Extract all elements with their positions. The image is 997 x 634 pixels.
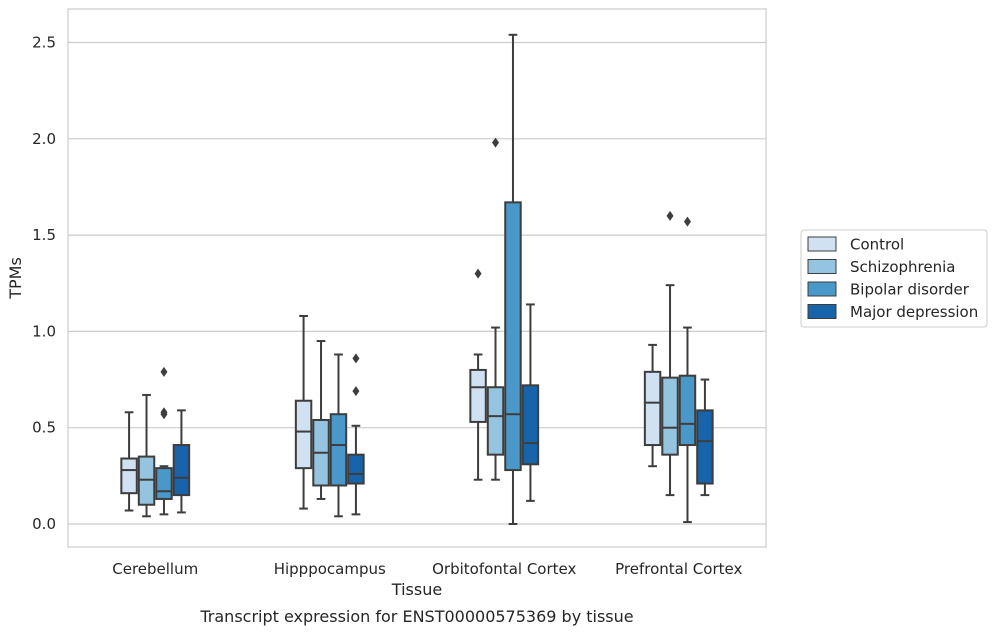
legend-label: Bipolar disorder	[850, 281, 970, 299]
box-group	[294, 314, 313, 510]
box-group	[469, 268, 487, 481]
box-marks	[120, 33, 714, 525]
chart-caption: Transcript expression for ENST0000057536…	[199, 607, 633, 626]
outlier-point	[352, 353, 360, 364]
outlier-point	[160, 407, 168, 418]
outlier-point	[352, 386, 360, 397]
y-tick-label: 1.5	[32, 226, 56, 244]
legend-label: Schizophrenia	[850, 258, 955, 276]
y-tick-label: 2.0	[32, 130, 56, 148]
box-iqr	[486, 386, 505, 456]
x-axis-ticks: Cerebellum Hipppocampus Orbitofontal Corte…	[112, 560, 742, 578]
box-iqr	[329, 413, 348, 487]
box-iqr	[294, 399, 313, 470]
y-tick-label: 0.0	[32, 515, 56, 533]
box-group	[155, 366, 173, 516]
x-tick-label: Cerebellum	[112, 560, 198, 578]
box-iqr	[155, 467, 173, 500]
outlier-point	[474, 268, 482, 279]
box-iqr	[120, 457, 138, 495]
box-group	[347, 353, 365, 516]
box-iqr	[643, 370, 662, 447]
outlier-point	[492, 137, 500, 148]
x-axis-label: Tissue	[391, 580, 442, 599]
box-group	[661, 210, 679, 497]
box-group	[678, 216, 697, 524]
legend-swatch	[807, 236, 837, 252]
x-tick-label: Hipppocampus	[274, 560, 386, 578]
box-group	[504, 33, 522, 525]
legend-swatch	[807, 281, 837, 297]
box-group	[137, 393, 156, 518]
box-group	[172, 409, 191, 514]
x-tick-label: Prefrontal Cortex	[615, 560, 742, 578]
box-group	[120, 411, 138, 512]
x-tick-label: Orbitofontal Cortex	[432, 560, 576, 578]
legend-label: Control	[850, 236, 904, 254]
legend-swatch	[807, 259, 837, 274]
box-iqr	[521, 384, 540, 466]
box-group	[696, 378, 714, 497]
outlier-point	[160, 366, 168, 377]
y-tick-label: 2.5	[32, 34, 56, 52]
box-group	[312, 340, 330, 500]
legend-swatch	[807, 304, 837, 319]
y-tick-label: 1.0	[32, 322, 56, 340]
plot-area-frame	[67, 8, 767, 548]
outlier-point	[666, 210, 674, 221]
box-group	[486, 137, 505, 481]
y-axis-label: TPMs	[6, 257, 25, 300]
box-iqr	[469, 368, 487, 423]
legend-frame	[800, 229, 988, 328]
box-iqr	[661, 376, 679, 456]
y-tick-label: 0.5	[32, 419, 56, 437]
box-iqr	[347, 453, 365, 485]
y-axis-ticks: 0.0 0.5 1.0 1.5 2.0 2.5	[32, 34, 56, 534]
box-iqr	[678, 374, 697, 447]
box-iqr	[696, 409, 714, 485]
box-group	[643, 343, 662, 468]
grid-lines	[68, 41, 766, 525]
box-iqr	[172, 444, 191, 497]
box-group	[329, 353, 348, 518]
box-iqr	[504, 201, 522, 472]
box-group	[521, 303, 540, 502]
outlier-point	[683, 216, 691, 227]
legend: Control Schizophrenia Bipolar disorder Majo…	[800, 229, 988, 328]
legend-label: Major depression	[850, 303, 978, 321]
